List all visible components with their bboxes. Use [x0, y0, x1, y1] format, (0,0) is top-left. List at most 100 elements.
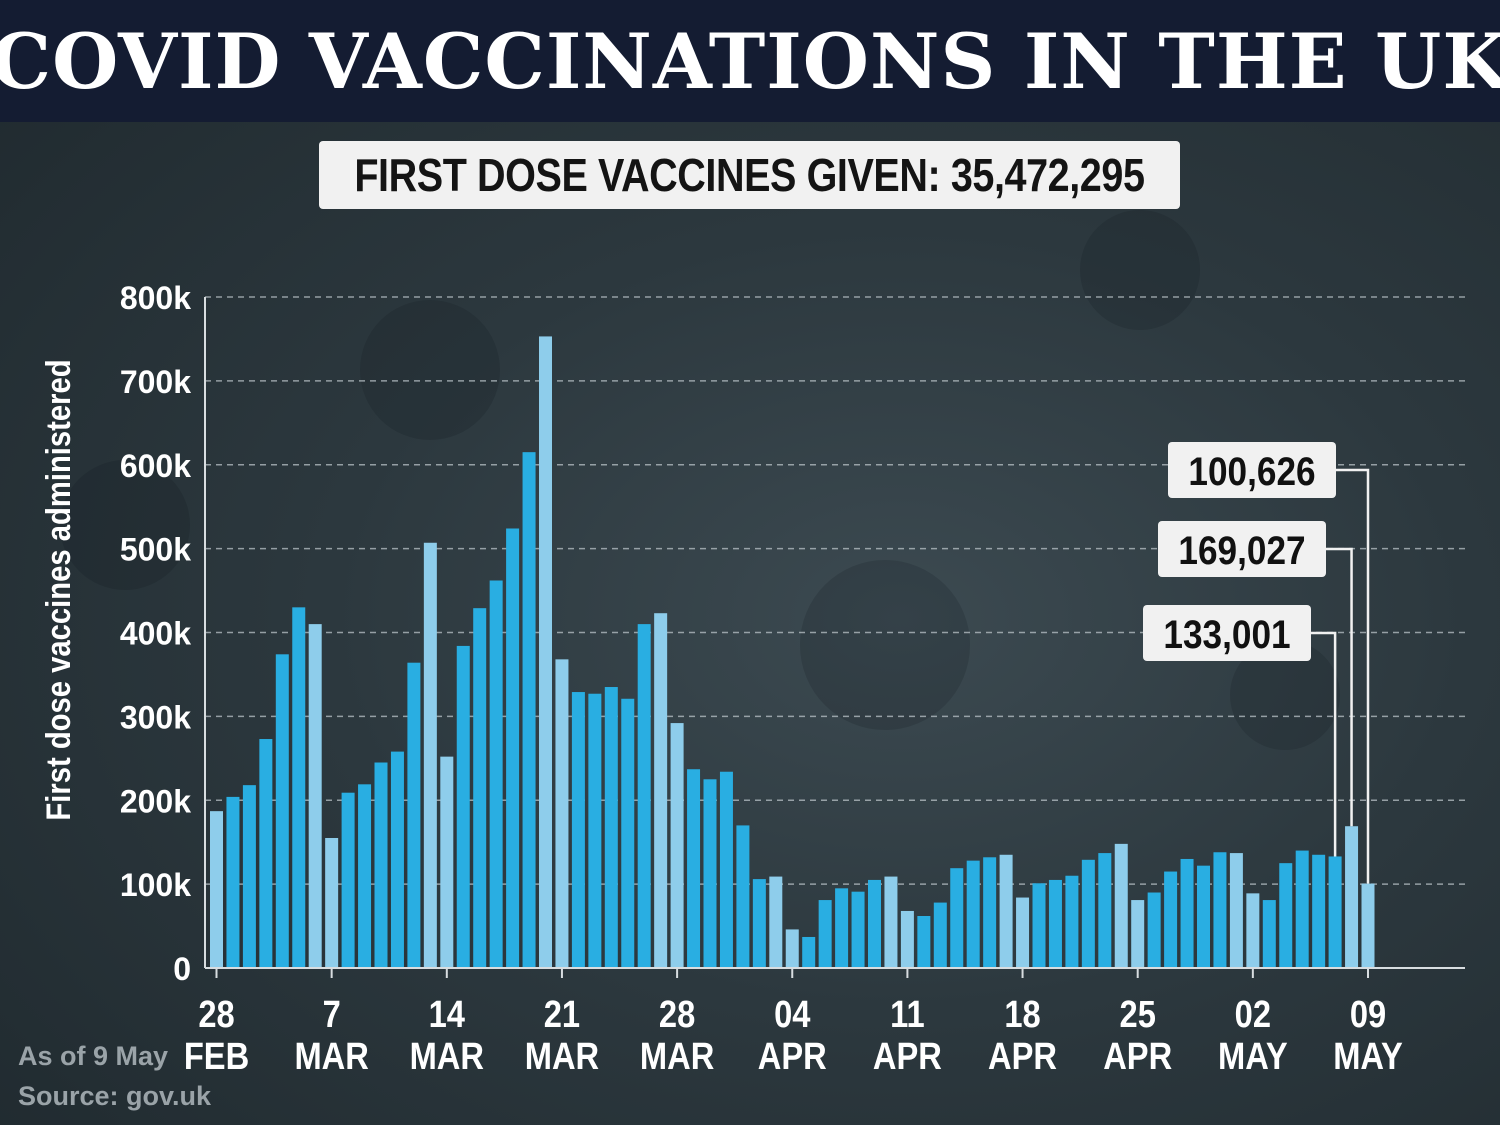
as-of-date: As of 9 May	[18, 1041, 169, 1071]
y-tick-label: 300k	[120, 699, 191, 735]
y-axis-label: First dose vaccines administered	[39, 359, 78, 820]
virus-background-shape	[1080, 210, 1200, 330]
bar-weekend	[1229, 853, 1243, 968]
x-tick-day-label: 25	[1120, 993, 1156, 1036]
bar-weekend	[1016, 897, 1030, 968]
bar	[719, 771, 733, 968]
callout-box	[1158, 521, 1326, 577]
bar-weekend	[1361, 883, 1375, 968]
x-tick-month-label: MAR	[640, 1035, 714, 1078]
bar	[1098, 853, 1112, 968]
footer-note: As of 9 May Source: gov.uk	[18, 1036, 211, 1116]
bar	[1279, 863, 1293, 968]
bar	[703, 779, 717, 968]
bar	[1180, 858, 1194, 968]
callout-label: 133,001	[1163, 612, 1290, 657]
x-tick-month-label: APR	[988, 1035, 1057, 1078]
bar	[571, 692, 585, 968]
bar-weekend	[670, 723, 684, 968]
virus-background-shape	[800, 560, 970, 730]
bar	[259, 739, 273, 968]
bar-weekend	[423, 542, 437, 968]
y-tick-label: 800k	[120, 280, 191, 316]
x-tick-month-label: MAR	[294, 1035, 368, 1078]
bar	[983, 857, 997, 968]
bar	[802, 936, 816, 968]
subtitle-box: FIRST DOSE VACCINES GIVEN: 35,472,295	[319, 141, 1180, 209]
x-tick-month-label: APR	[1103, 1035, 1172, 1078]
x-tick-month-label: MAR	[525, 1035, 599, 1078]
y-tick-label: 200k	[120, 783, 191, 819]
virus-background-shape	[360, 300, 500, 440]
title-bar: COVID VACCINATIONS IN THE UK	[0, 0, 1500, 122]
bar-weekend	[1114, 843, 1128, 968]
callout-leader-line	[1336, 468, 1370, 884]
x-tick-day-label: 7	[323, 993, 341, 1036]
x-tick-month-label: APR	[758, 1035, 827, 1078]
bar-weekend	[1246, 893, 1260, 968]
x-tick-day-label: 18	[1004, 993, 1040, 1036]
bar	[1147, 892, 1161, 968]
bar-weekend	[1345, 826, 1359, 968]
x-tick-month-label: MAR	[410, 1035, 484, 1078]
bar	[588, 693, 602, 968]
bar	[1262, 900, 1276, 968]
callout-label: 169,027	[1178, 528, 1305, 573]
bar	[292, 607, 306, 968]
source-note: Source: gov.uk	[18, 1081, 212, 1111]
callouts: 100,626 169,027 133,001	[1143, 442, 1370, 884]
bar	[1081, 859, 1095, 968]
x-tick-day-label: 21	[544, 993, 580, 1036]
bar	[242, 785, 256, 968]
bars	[210, 336, 1375, 968]
y-tick-label: 400k	[120, 616, 191, 652]
bar-weekend	[555, 659, 569, 968]
x-tick-day-label: 28	[659, 993, 695, 1036]
bar	[1328, 856, 1342, 968]
x-tick-day-label: 02	[1235, 993, 1271, 1036]
bar	[1197, 865, 1210, 968]
bar	[1295, 850, 1309, 968]
bar-weekend	[900, 910, 914, 968]
bar	[752, 879, 766, 968]
bar	[687, 769, 701, 968]
bar	[456, 645, 470, 968]
bar	[1065, 875, 1079, 968]
bar	[604, 687, 618, 968]
bar	[736, 825, 750, 968]
x-tick-day-label: 11	[890, 993, 925, 1036]
bar-weekend	[210, 811, 223, 968]
callout-box	[1168, 442, 1336, 498]
y-tick-label: 0	[173, 951, 191, 987]
bar	[950, 868, 964, 968]
callout-label: 100,626	[1188, 449, 1315, 494]
callout-leader-line	[1311, 631, 1337, 857]
bar	[917, 915, 931, 968]
callout-leader-line	[1326, 547, 1353, 827]
bar	[226, 796, 240, 968]
x-tick-day-label: 14	[429, 993, 466, 1036]
axes	[204, 297, 1465, 978]
bar-weekend	[539, 336, 552, 968]
axis-labels: 0100k200k300k400k500k600k700k800k28FEB7M…	[39, 280, 1403, 1078]
bar	[966, 860, 980, 968]
virus-background-shape	[60, 460, 190, 590]
bar	[522, 452, 536, 968]
y-tick-label: 700k	[120, 364, 191, 400]
bar	[506, 528, 520, 968]
bar	[1032, 883, 1046, 968]
bar-weekend	[884, 876, 898, 968]
bar	[489, 580, 503, 968]
x-tick-day-label: 09	[1350, 993, 1386, 1036]
x-tick-month-label: APR	[873, 1035, 942, 1078]
chart-subtitle: FIRST DOSE VACCINES GIVEN: 35,472,295	[354, 149, 1145, 201]
bar	[1312, 854, 1326, 968]
bar	[473, 608, 487, 968]
x-tick-month-label: MAY	[1218, 1035, 1288, 1078]
bar	[637, 624, 651, 968]
y-tick-label: 500k	[120, 532, 191, 568]
bar	[374, 762, 388, 968]
bar	[621, 698, 635, 968]
